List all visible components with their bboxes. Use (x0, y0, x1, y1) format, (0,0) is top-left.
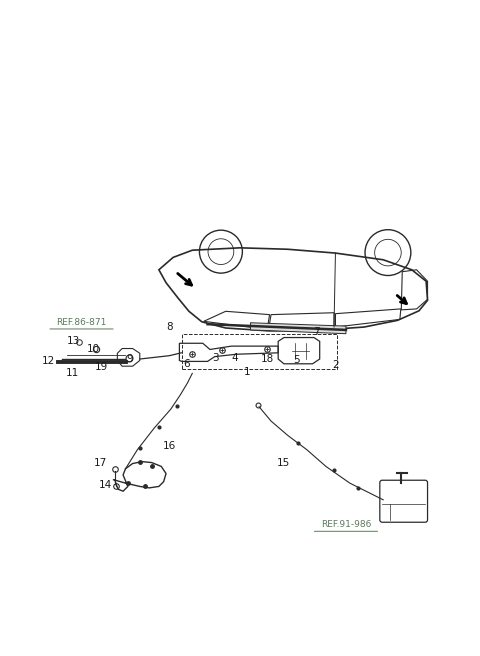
Text: 17: 17 (94, 458, 107, 468)
Text: 16: 16 (163, 441, 176, 451)
Text: 18: 18 (261, 354, 274, 364)
Text: 13: 13 (67, 337, 81, 346)
Text: 19: 19 (95, 362, 108, 372)
Polygon shape (251, 323, 346, 334)
Text: 4: 4 (232, 352, 239, 363)
Text: 3: 3 (212, 352, 218, 363)
Text: 5: 5 (293, 356, 300, 365)
Text: 12: 12 (42, 356, 55, 367)
Text: 2: 2 (332, 360, 339, 370)
Text: 15: 15 (277, 458, 290, 468)
Text: 6: 6 (183, 359, 190, 369)
Text: 9: 9 (126, 354, 132, 364)
Text: 14: 14 (99, 480, 112, 489)
Text: 11: 11 (65, 368, 79, 379)
Text: REF.91-986: REF.91-986 (321, 520, 371, 529)
Text: 10: 10 (86, 344, 99, 354)
Text: 1: 1 (244, 367, 251, 377)
Text: REF.86-871: REF.86-871 (56, 318, 107, 327)
Text: 8: 8 (166, 322, 173, 332)
Text: 7: 7 (313, 327, 320, 337)
